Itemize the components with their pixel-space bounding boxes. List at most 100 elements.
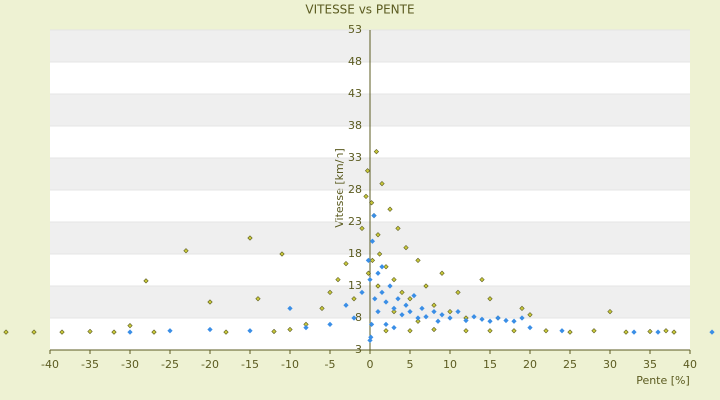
scatter-point	[383, 321, 389, 328]
scatter-point	[343, 260, 349, 267]
scatter-point	[709, 329, 715, 335]
scatter-point	[287, 326, 293, 333]
scatter-point	[391, 305, 397, 312]
scatter-point	[487, 296, 493, 302]
x-axis-title: Pente [%]	[636, 374, 690, 387]
scatter-point	[365, 270, 372, 276]
x-tick-label: -25	[161, 358, 179, 371]
scatter-point	[379, 289, 385, 296]
scatter-point	[359, 289, 365, 296]
scatter-point	[403, 244, 409, 251]
scatter-point	[479, 276, 485, 283]
x-tick-label: -40	[41, 358, 59, 371]
scatter-point	[395, 296, 401, 302]
scatter-point	[287, 305, 293, 312]
scatter-point	[671, 329, 677, 335]
scatter-point	[3, 329, 9, 335]
scatter-point	[631, 329, 637, 335]
scatter-point	[303, 324, 309, 331]
x-tick-label: 40	[683, 358, 697, 371]
scatter-point	[455, 308, 461, 315]
scatter-point	[431, 308, 437, 315]
scatter-point	[463, 317, 469, 324]
scatter-point	[375, 232, 381, 238]
scatter-point	[543, 328, 549, 334]
scatter-point	[463, 328, 469, 334]
scatter-point	[407, 308, 413, 315]
x-tick-label: -15	[241, 358, 259, 371]
scatter-point	[207, 299, 213, 305]
y-tick-label: 38	[348, 119, 362, 132]
scatter-point	[415, 315, 421, 321]
scatter-point	[351, 296, 357, 302]
x-tick-label: 30	[603, 358, 617, 371]
y-tick-label: 18	[348, 247, 362, 260]
scatter-point	[495, 315, 501, 321]
scatter-point	[383, 328, 389, 334]
scatter-point	[591, 328, 597, 334]
scatter-point	[183, 248, 189, 254]
x-tick-label: 15	[483, 358, 497, 371]
x-tick-label: 0	[367, 358, 374, 371]
scatter-point	[399, 289, 405, 296]
y-tick-label: 33	[348, 151, 362, 164]
scatter-point	[527, 312, 533, 318]
scatter-point	[379, 264, 385, 270]
scatter-point	[415, 318, 421, 324]
scatter-point	[343, 302, 349, 308]
x-tick-label: -30	[121, 358, 139, 371]
x-tick-label: 10	[443, 358, 457, 371]
scatter-point	[411, 292, 417, 299]
scatter-point	[375, 283, 381, 289]
scatter-point	[419, 305, 425, 312]
x-tick-label: -35	[81, 358, 99, 371]
scatter-point	[607, 308, 613, 315]
scatter-point	[247, 235, 253, 241]
scatter-point	[383, 299, 389, 305]
scatter-point	[369, 257, 376, 264]
x-tick-label: -5	[325, 358, 336, 371]
scatter-point	[327, 321, 333, 328]
scatter-point	[439, 270, 445, 276]
scatter-point	[319, 305, 325, 312]
scatter-point	[447, 308, 453, 315]
scatter-point	[376, 251, 383, 257]
scatter-point	[368, 321, 375, 328]
x-tick-label: 25	[563, 358, 577, 371]
scatter-point	[167, 328, 173, 334]
scatter-point	[647, 328, 653, 335]
scatter-point	[455, 289, 461, 296]
scatter-point	[375, 308, 381, 315]
scatter-point	[395, 225, 401, 232]
scatter-point	[503, 317, 509, 324]
scatter-point	[487, 328, 493, 334]
scatter-point	[431, 302, 437, 308]
x-tick-label: -20	[201, 358, 219, 371]
scatter-point	[373, 148, 380, 155]
scatter-point	[127, 323, 133, 329]
scatter-point	[255, 296, 261, 302]
y-tick-label: 13	[348, 279, 362, 292]
scatter-point	[364, 168, 371, 174]
chart-title: VITESSE vs PENTE	[305, 3, 414, 17]
scatter-point	[111, 329, 117, 335]
scatter-point	[519, 305, 525, 312]
scatter-point	[375, 270, 381, 276]
scatter-point	[431, 326, 437, 333]
scatter-point	[247, 328, 253, 334]
scatter-point	[447, 315, 453, 321]
scatter-point	[663, 328, 669, 334]
x-tick-label: 20	[523, 358, 537, 371]
scatter-point	[391, 308, 397, 315]
scatter-point	[407, 328, 413, 334]
scatter-point	[519, 315, 525, 321]
scatter-point	[143, 278, 149, 284]
scatter-point	[371, 212, 377, 219]
scatter-point	[379, 180, 385, 187]
scatter-point	[391, 324, 397, 331]
y-axis-title: Vitesse [km/h]	[333, 148, 346, 228]
scatter-point	[327, 289, 333, 296]
scatter-point	[359, 225, 365, 232]
x-tick-label: 35	[643, 358, 657, 371]
